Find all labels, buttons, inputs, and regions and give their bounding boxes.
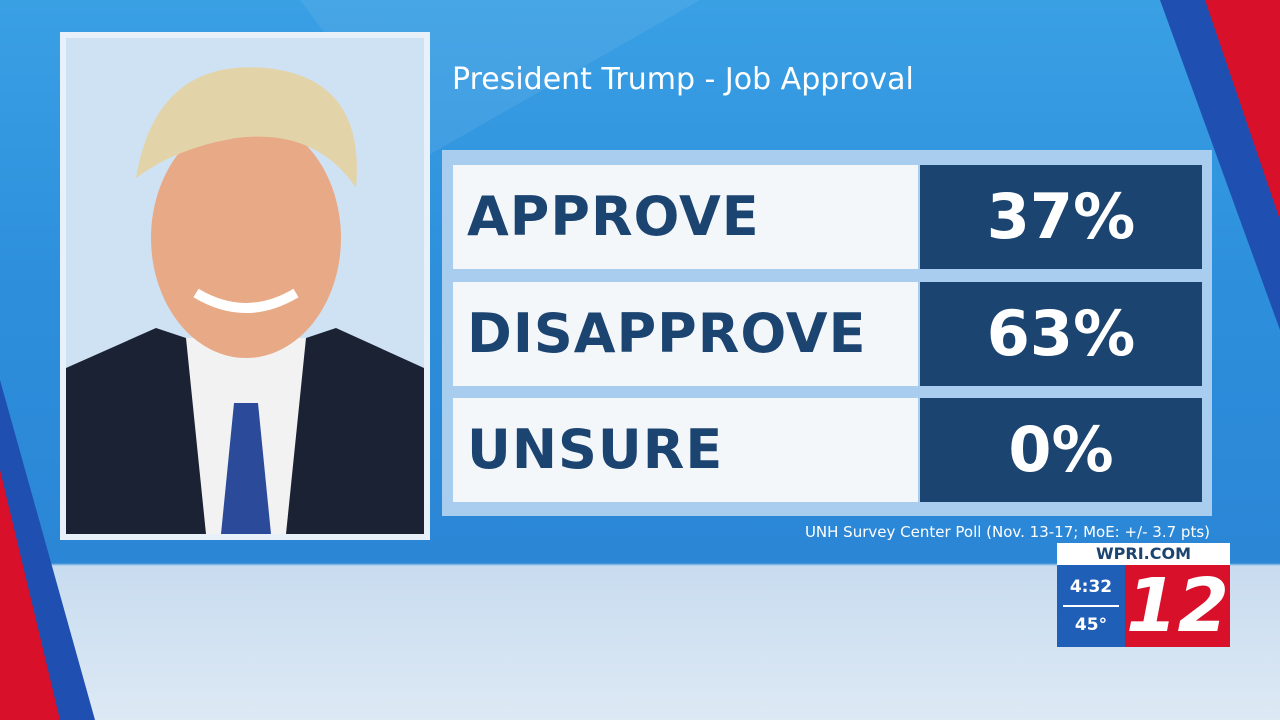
table-row: DISAPPROVE 63% [453, 282, 1202, 386]
results-table: APPROVE 37% DISAPPROVE 63% UNSURE 0% [442, 150, 1212, 516]
response-label: APPROVE [453, 165, 918, 269]
table-row: UNSURE 0% [453, 398, 1202, 502]
response-label: UNSURE [453, 398, 918, 502]
source-note: UNH Survey Center Poll (Nov. 13-17; MoE:… [804, 523, 1210, 541]
response-percent: 0% [920, 398, 1202, 502]
station-site: WPRI.COM [1057, 543, 1230, 565]
table-row: APPROVE 37% [453, 165, 1202, 269]
channel-number: 12 [1125, 563, 1230, 649]
portrait-photo [60, 32, 430, 540]
graphic-title: President Trump - Job Approval [452, 62, 914, 97]
clock: 4:32 [1063, 565, 1119, 607]
temperature: 45° [1074, 615, 1108, 635]
response-label: DISAPPROVE [453, 282, 918, 386]
time-temp-box: 4:32 45° [1057, 565, 1125, 647]
portrait-illustration [66, 38, 424, 534]
response-percent: 63% [920, 282, 1202, 386]
response-percent: 37% [920, 165, 1202, 269]
